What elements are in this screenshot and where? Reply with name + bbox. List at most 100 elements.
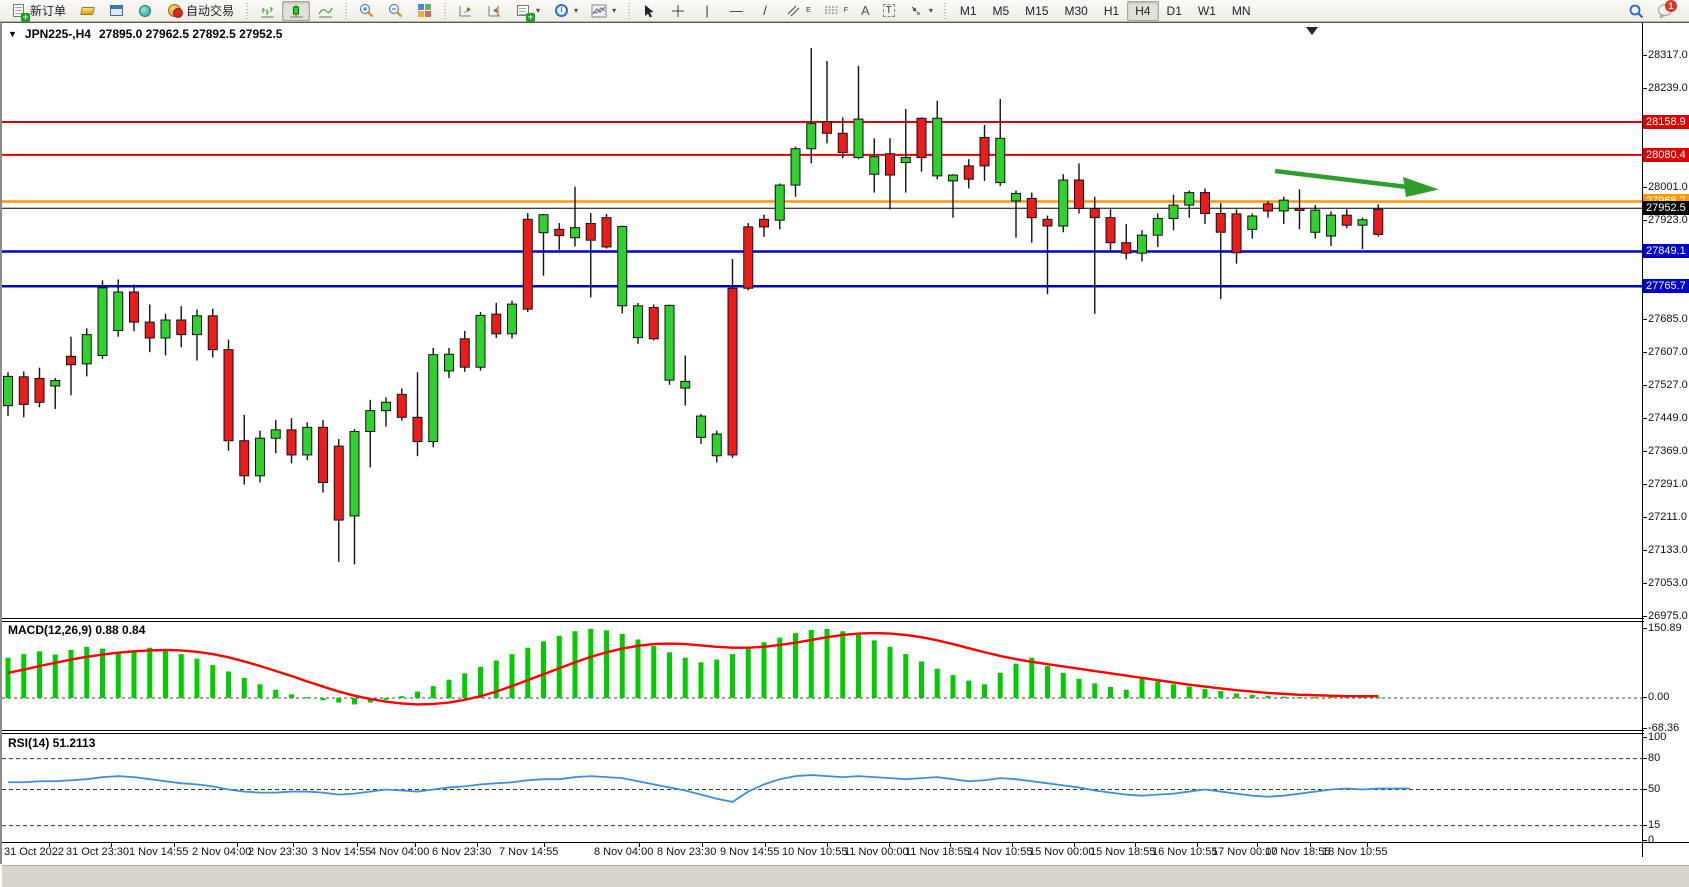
chart-shift-marker[interactable] (1306, 27, 1318, 35)
zoom-out-button[interactable] (381, 1, 409, 21)
bull-candle[interactable] (349, 431, 360, 517)
bear-candle[interactable] (1200, 192, 1210, 214)
timeframe-button-mn[interactable]: MN (1224, 1, 1259, 21)
bull-candle[interactable] (790, 148, 801, 186)
bull-candle[interactable] (1326, 214, 1336, 237)
data-window-button[interactable] (102, 1, 130, 21)
bull-candle[interactable] (806, 123, 817, 150)
bull-candle[interactable] (81, 334, 92, 365)
timeframe-button-m30[interactable]: M30 (1057, 1, 1096, 21)
chat-button[interactable]: 1 (1651, 0, 1679, 21)
bull-candle[interactable] (853, 118, 864, 159)
timeframe-button-d1[interactable]: D1 (1159, 1, 1190, 21)
bear-candle[interactable] (412, 416, 423, 443)
bear-candle[interactable] (743, 226, 754, 289)
pane-separator[interactable] (2, 730, 1644, 734)
zoom-in-button[interactable] (352, 1, 380, 21)
line-chart-button[interactable] (311, 1, 339, 21)
bear-candle[interactable] (1042, 218, 1053, 227)
timeframe-button-m15[interactable]: M15 (1017, 1, 1056, 21)
text-label-tool-button[interactable]: T (877, 1, 901, 21)
cursor-tool-button[interactable] (635, 1, 663, 21)
bear-candle[interactable] (1341, 214, 1352, 226)
bull-candle[interactable] (270, 429, 281, 439)
bear-candle[interactable] (491, 313, 502, 335)
bear-candle[interactable] (601, 217, 612, 248)
bull-candle[interactable] (507, 303, 517, 335)
bear-candle[interactable] (318, 426, 328, 483)
timeframe-button-h1[interactable]: H1 (1096, 1, 1127, 21)
bull-candle[interactable] (444, 353, 454, 372)
periods-button[interactable]: ▾ (547, 1, 584, 21)
market-watch-button[interactable] (73, 1, 101, 21)
bear-candle[interactable] (648, 306, 659, 340)
bear-candle[interactable] (223, 349, 234, 442)
bull-candle[interactable] (948, 174, 958, 182)
bull-candle[interactable] (633, 305, 643, 339)
bull-candle[interactable] (1058, 179, 1069, 227)
bull-candle[interactable] (97, 287, 108, 357)
bear-candle[interactable] (333, 445, 344, 521)
bear-candle[interactable] (554, 228, 565, 237)
trend-arrow-shaft[interactable] (1274, 168, 1408, 190)
main-chart-pane[interactable] (2, 23, 1642, 618)
bear-candle[interactable] (759, 218, 769, 228)
bear-candle[interactable] (837, 132, 848, 153)
bear-candle[interactable] (522, 218, 533, 310)
bear-candle[interactable] (1089, 207, 1100, 219)
bull-candle[interactable] (192, 315, 202, 336)
bull-candle[interactable] (365, 410, 376, 433)
bear-candle[interactable] (1074, 179, 1084, 209)
bar-chart-button[interactable] (253, 1, 281, 21)
bear-candle[interactable] (1121, 242, 1132, 254)
bull-candle[interactable] (1247, 215, 1258, 230)
bull-candle[interactable] (428, 354, 439, 443)
bear-candle[interactable] (822, 121, 832, 134)
bull-candle[interactable] (617, 225, 628, 307)
bear-candle[interactable] (1263, 203, 1273, 212)
chart-shift-button[interactable] (480, 1, 508, 21)
timeframe-button-m5[interactable]: M5 (985, 1, 1018, 21)
channel-tool-button[interactable]: E (780, 1, 817, 21)
bull-candle[interactable] (381, 401, 391, 412)
bear-candle[interactable] (129, 291, 139, 323)
bull-candle[interactable] (475, 314, 486, 368)
bear-candle[interactable] (1294, 207, 1305, 211)
chevron-down-icon[interactable]: ▼ (8, 29, 17, 39)
bear-candle[interactable] (585, 223, 596, 241)
bear-candle[interactable] (885, 153, 895, 176)
bear-candle[interactable] (207, 315, 218, 351)
bull-candle[interactable] (1011, 192, 1021, 202)
bull-candle[interactable] (900, 157, 911, 164)
bull-candle[interactable] (1357, 219, 1368, 226)
bull-candle[interactable] (538, 214, 549, 234)
bull-candle[interactable] (160, 319, 171, 339)
vertical-line-tool-button[interactable]: | (693, 1, 721, 21)
candlestick-chart-button[interactable] (282, 0, 311, 21)
bear-candle[interactable] (144, 321, 155, 339)
bull-candle[interactable] (1278, 199, 1289, 212)
auto-scroll-button[interactable] (451, 1, 479, 21)
signals-button[interactable] (131, 1, 159, 21)
bull-candle[interactable] (570, 227, 580, 239)
bull-candle[interactable] (664, 304, 675, 381)
bull-candle[interactable] (774, 184, 785, 221)
horizontal-line-tool-button[interactable]: — (722, 1, 750, 21)
bull-candle[interactable] (1168, 204, 1179, 219)
bear-candle[interactable] (286, 429, 297, 456)
bear-candle[interactable] (239, 440, 250, 477)
bull-candle[interactable] (50, 380, 61, 387)
text-tool-button[interactable]: A (855, 1, 876, 21)
new-chart-button[interactable]: + ▾ (509, 1, 546, 22)
bear-candle[interactable] (176, 319, 187, 336)
bear-candle[interactable] (459, 338, 470, 368)
bull-candle[interactable] (680, 380, 691, 389)
bear-candle[interactable] (1373, 208, 1384, 235)
templates-button[interactable]: ▾ (585, 1, 622, 21)
timeframe-button-w1[interactable]: W1 (1190, 1, 1224, 21)
trend-arrow-head[interactable] (1403, 177, 1439, 197)
macd-pane[interactable] (2, 622, 1642, 730)
bear-candle[interactable] (963, 165, 974, 180)
auto-trading-button[interactable]: 自动交易 (160, 1, 240, 21)
bull-candle[interactable] (1310, 209, 1321, 233)
